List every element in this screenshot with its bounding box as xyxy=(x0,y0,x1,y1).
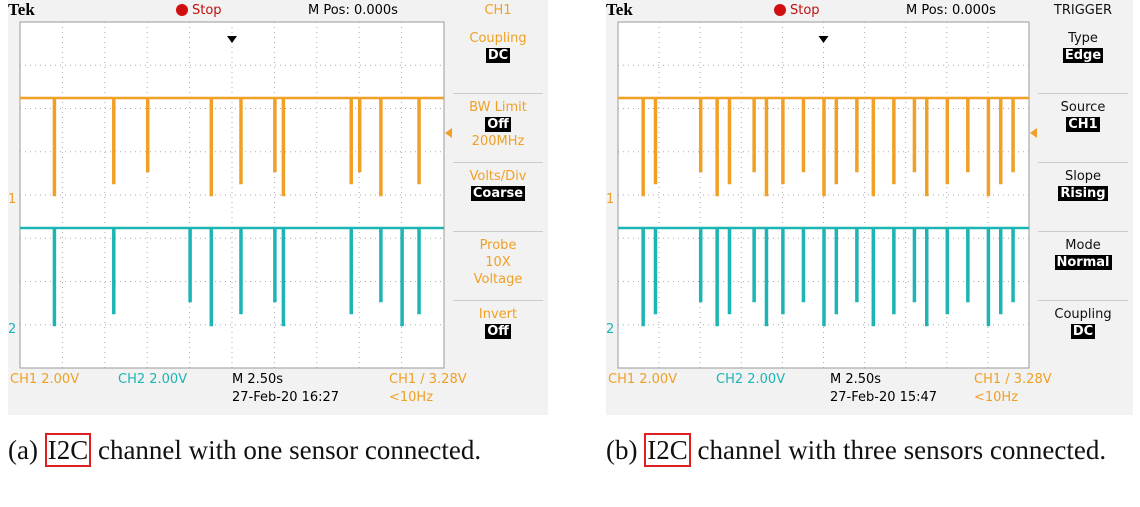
stop-dot xyxy=(176,4,188,16)
menu-value: Normal xyxy=(1055,255,1112,270)
menu-value-row: Rising xyxy=(1033,185,1133,202)
menu-label: Source xyxy=(1033,99,1133,116)
brand: Tek xyxy=(606,0,633,20)
menu-value: Edge xyxy=(1063,48,1103,63)
channel-marker: 1 xyxy=(8,192,16,207)
menu-value: DC xyxy=(1071,324,1095,339)
run-status: Stop xyxy=(790,3,820,18)
menu-value: CH1 xyxy=(1066,117,1099,132)
caption-text: channel with three sensors connected. xyxy=(697,435,1106,465)
ch2-scale: CH2 2.00V xyxy=(118,372,187,387)
menu-divider xyxy=(1038,231,1128,232)
page: I2C oscilloscope captures html, body { m… xyxy=(0,0,1140,507)
menu-value-row: Edge xyxy=(1033,47,1133,64)
menu-label: Type xyxy=(1033,30,1133,47)
menu-label: Probe xyxy=(448,237,548,254)
menu-value-row: DC xyxy=(1033,323,1133,340)
run-status: Stop xyxy=(192,3,222,18)
caption: (b) I2C channel with three sensors conne… xyxy=(606,430,1133,470)
caption-link[interactable]: I2C xyxy=(644,433,691,467)
horizontal-position: M Pos: 0.000s xyxy=(308,3,398,18)
caption-label: (b) xyxy=(606,435,637,465)
menu-divider xyxy=(1038,162,1128,163)
menu-title: CH1 xyxy=(448,3,548,18)
menu-label: Slope xyxy=(1033,168,1133,185)
menu-value: Off xyxy=(485,117,511,132)
menu-divider xyxy=(453,300,543,301)
menu-label: Volts/Div xyxy=(448,168,548,185)
menu-divider xyxy=(1038,93,1128,94)
trigger-frequency: <10Hz xyxy=(389,390,433,405)
menu-label: Coupling xyxy=(448,30,548,47)
ch1-scale: CH1 2.00V xyxy=(10,372,79,387)
menu-value-row: Coarse xyxy=(448,185,548,202)
header-bar: Tek Stop M Pos: 0.000s CH1 xyxy=(8,0,548,21)
header-bar: Tek Stop M Pos: 0.000s TRIGGER xyxy=(606,0,1133,21)
menu-value-row: CH1 xyxy=(1033,116,1133,133)
menu-value-row: Off xyxy=(448,116,548,133)
menu-value: Coarse xyxy=(471,186,525,201)
caption-link[interactable]: I2C xyxy=(45,433,92,467)
menu-label: Invert xyxy=(448,306,548,323)
channel-marker: 2 xyxy=(606,322,614,337)
caption-label: (a) xyxy=(8,435,38,465)
trigger-setting: CH1 / 3.28V xyxy=(974,372,1052,387)
stop-dot xyxy=(774,4,786,16)
menu-value: DC xyxy=(486,48,510,63)
horizontal-position: M Pos: 0.000s xyxy=(906,3,996,18)
menu-label: Coupling xyxy=(1033,306,1133,323)
figure: {"panels": [ {"header": {"brand": "Tek",… xyxy=(0,0,1140,507)
channel-marker: 2 xyxy=(8,322,16,337)
menu-value-row: Normal xyxy=(1033,254,1133,271)
menu-divider xyxy=(453,162,543,163)
timebase: M 2.50s xyxy=(232,372,283,387)
timebase: M 2.50s xyxy=(830,372,881,387)
trigger-setting: CH1 / 3.28V xyxy=(389,372,467,387)
ch2-scale: CH2 2.00V xyxy=(716,372,785,387)
timestamp: 27-Feb-20 15:47 xyxy=(830,390,937,405)
menu-value: Off xyxy=(485,324,511,339)
menu-note: 10X xyxy=(448,254,548,271)
caption-text: channel with one sensor connected. xyxy=(98,435,481,465)
channel-marker: 1 xyxy=(606,192,614,207)
menu-note: Voltage xyxy=(448,271,548,288)
menu-divider xyxy=(1038,300,1128,301)
menu-note: 200MHz xyxy=(448,133,548,150)
caption: (a) I2C channel with one sensor connecte… xyxy=(8,430,548,470)
brand: Tek xyxy=(8,0,35,20)
menu-value-row: DC xyxy=(448,47,548,64)
trigger-frequency: <10Hz xyxy=(974,390,1018,405)
menu-label: BW Limit xyxy=(448,99,548,116)
ch1-scale: CH1 2.00V xyxy=(608,372,677,387)
menu-divider xyxy=(453,93,543,94)
menu-value: Rising xyxy=(1058,186,1107,201)
timestamp: 27-Feb-20 16:27 xyxy=(232,390,339,405)
menu-divider xyxy=(453,231,543,232)
menu-title: TRIGGER xyxy=(1033,3,1133,18)
menu-label: Mode xyxy=(1033,237,1133,254)
menu-value-row: Off xyxy=(448,323,548,340)
